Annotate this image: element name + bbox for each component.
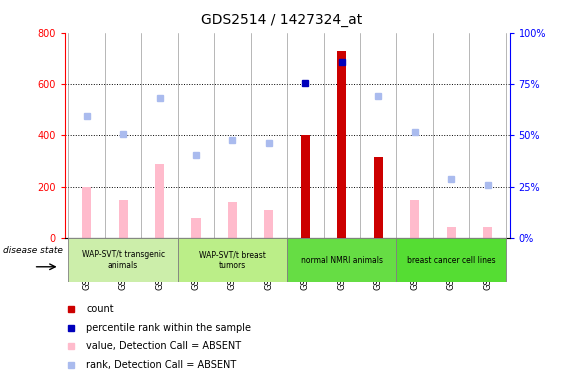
Bar bbox=[396, 238, 506, 282]
Bar bbox=[191, 217, 200, 238]
Bar bbox=[119, 200, 128, 238]
Bar bbox=[287, 238, 324, 240]
Bar bbox=[337, 51, 346, 238]
Bar bbox=[360, 238, 396, 240]
Bar bbox=[374, 157, 383, 238]
Bar bbox=[324, 238, 360, 240]
Bar bbox=[301, 136, 310, 238]
Text: rank, Detection Call = ABSENT: rank, Detection Call = ABSENT bbox=[86, 360, 236, 370]
Bar bbox=[470, 238, 506, 240]
Text: count: count bbox=[86, 304, 114, 314]
Bar bbox=[141, 238, 178, 240]
Bar bbox=[396, 238, 433, 240]
Bar bbox=[155, 164, 164, 238]
Text: WAP-SVT/t transgenic
animals: WAP-SVT/t transgenic animals bbox=[82, 250, 164, 270]
Bar bbox=[105, 238, 141, 240]
Bar bbox=[287, 238, 396, 282]
Bar bbox=[265, 210, 274, 238]
Bar bbox=[178, 238, 287, 282]
Bar bbox=[214, 238, 251, 240]
Bar bbox=[68, 238, 178, 282]
Bar bbox=[251, 238, 287, 240]
Bar bbox=[228, 202, 237, 238]
Text: value, Detection Call = ABSENT: value, Detection Call = ABSENT bbox=[86, 341, 241, 351]
Bar bbox=[433, 238, 470, 240]
Text: disease state: disease state bbox=[3, 246, 63, 255]
Text: GDS2514 / 1427324_at: GDS2514 / 1427324_at bbox=[201, 13, 362, 27]
Bar bbox=[410, 200, 419, 238]
Text: WAP-SVT/t breast
tumors: WAP-SVT/t breast tumors bbox=[199, 250, 266, 270]
Bar bbox=[82, 187, 91, 238]
Bar bbox=[68, 238, 105, 240]
Text: breast cancer cell lines: breast cancer cell lines bbox=[407, 256, 495, 265]
Text: percentile rank within the sample: percentile rank within the sample bbox=[86, 323, 251, 333]
Bar bbox=[178, 238, 214, 240]
Bar bbox=[446, 227, 455, 238]
Text: normal NMRI animals: normal NMRI animals bbox=[301, 256, 383, 265]
Bar bbox=[483, 227, 492, 238]
